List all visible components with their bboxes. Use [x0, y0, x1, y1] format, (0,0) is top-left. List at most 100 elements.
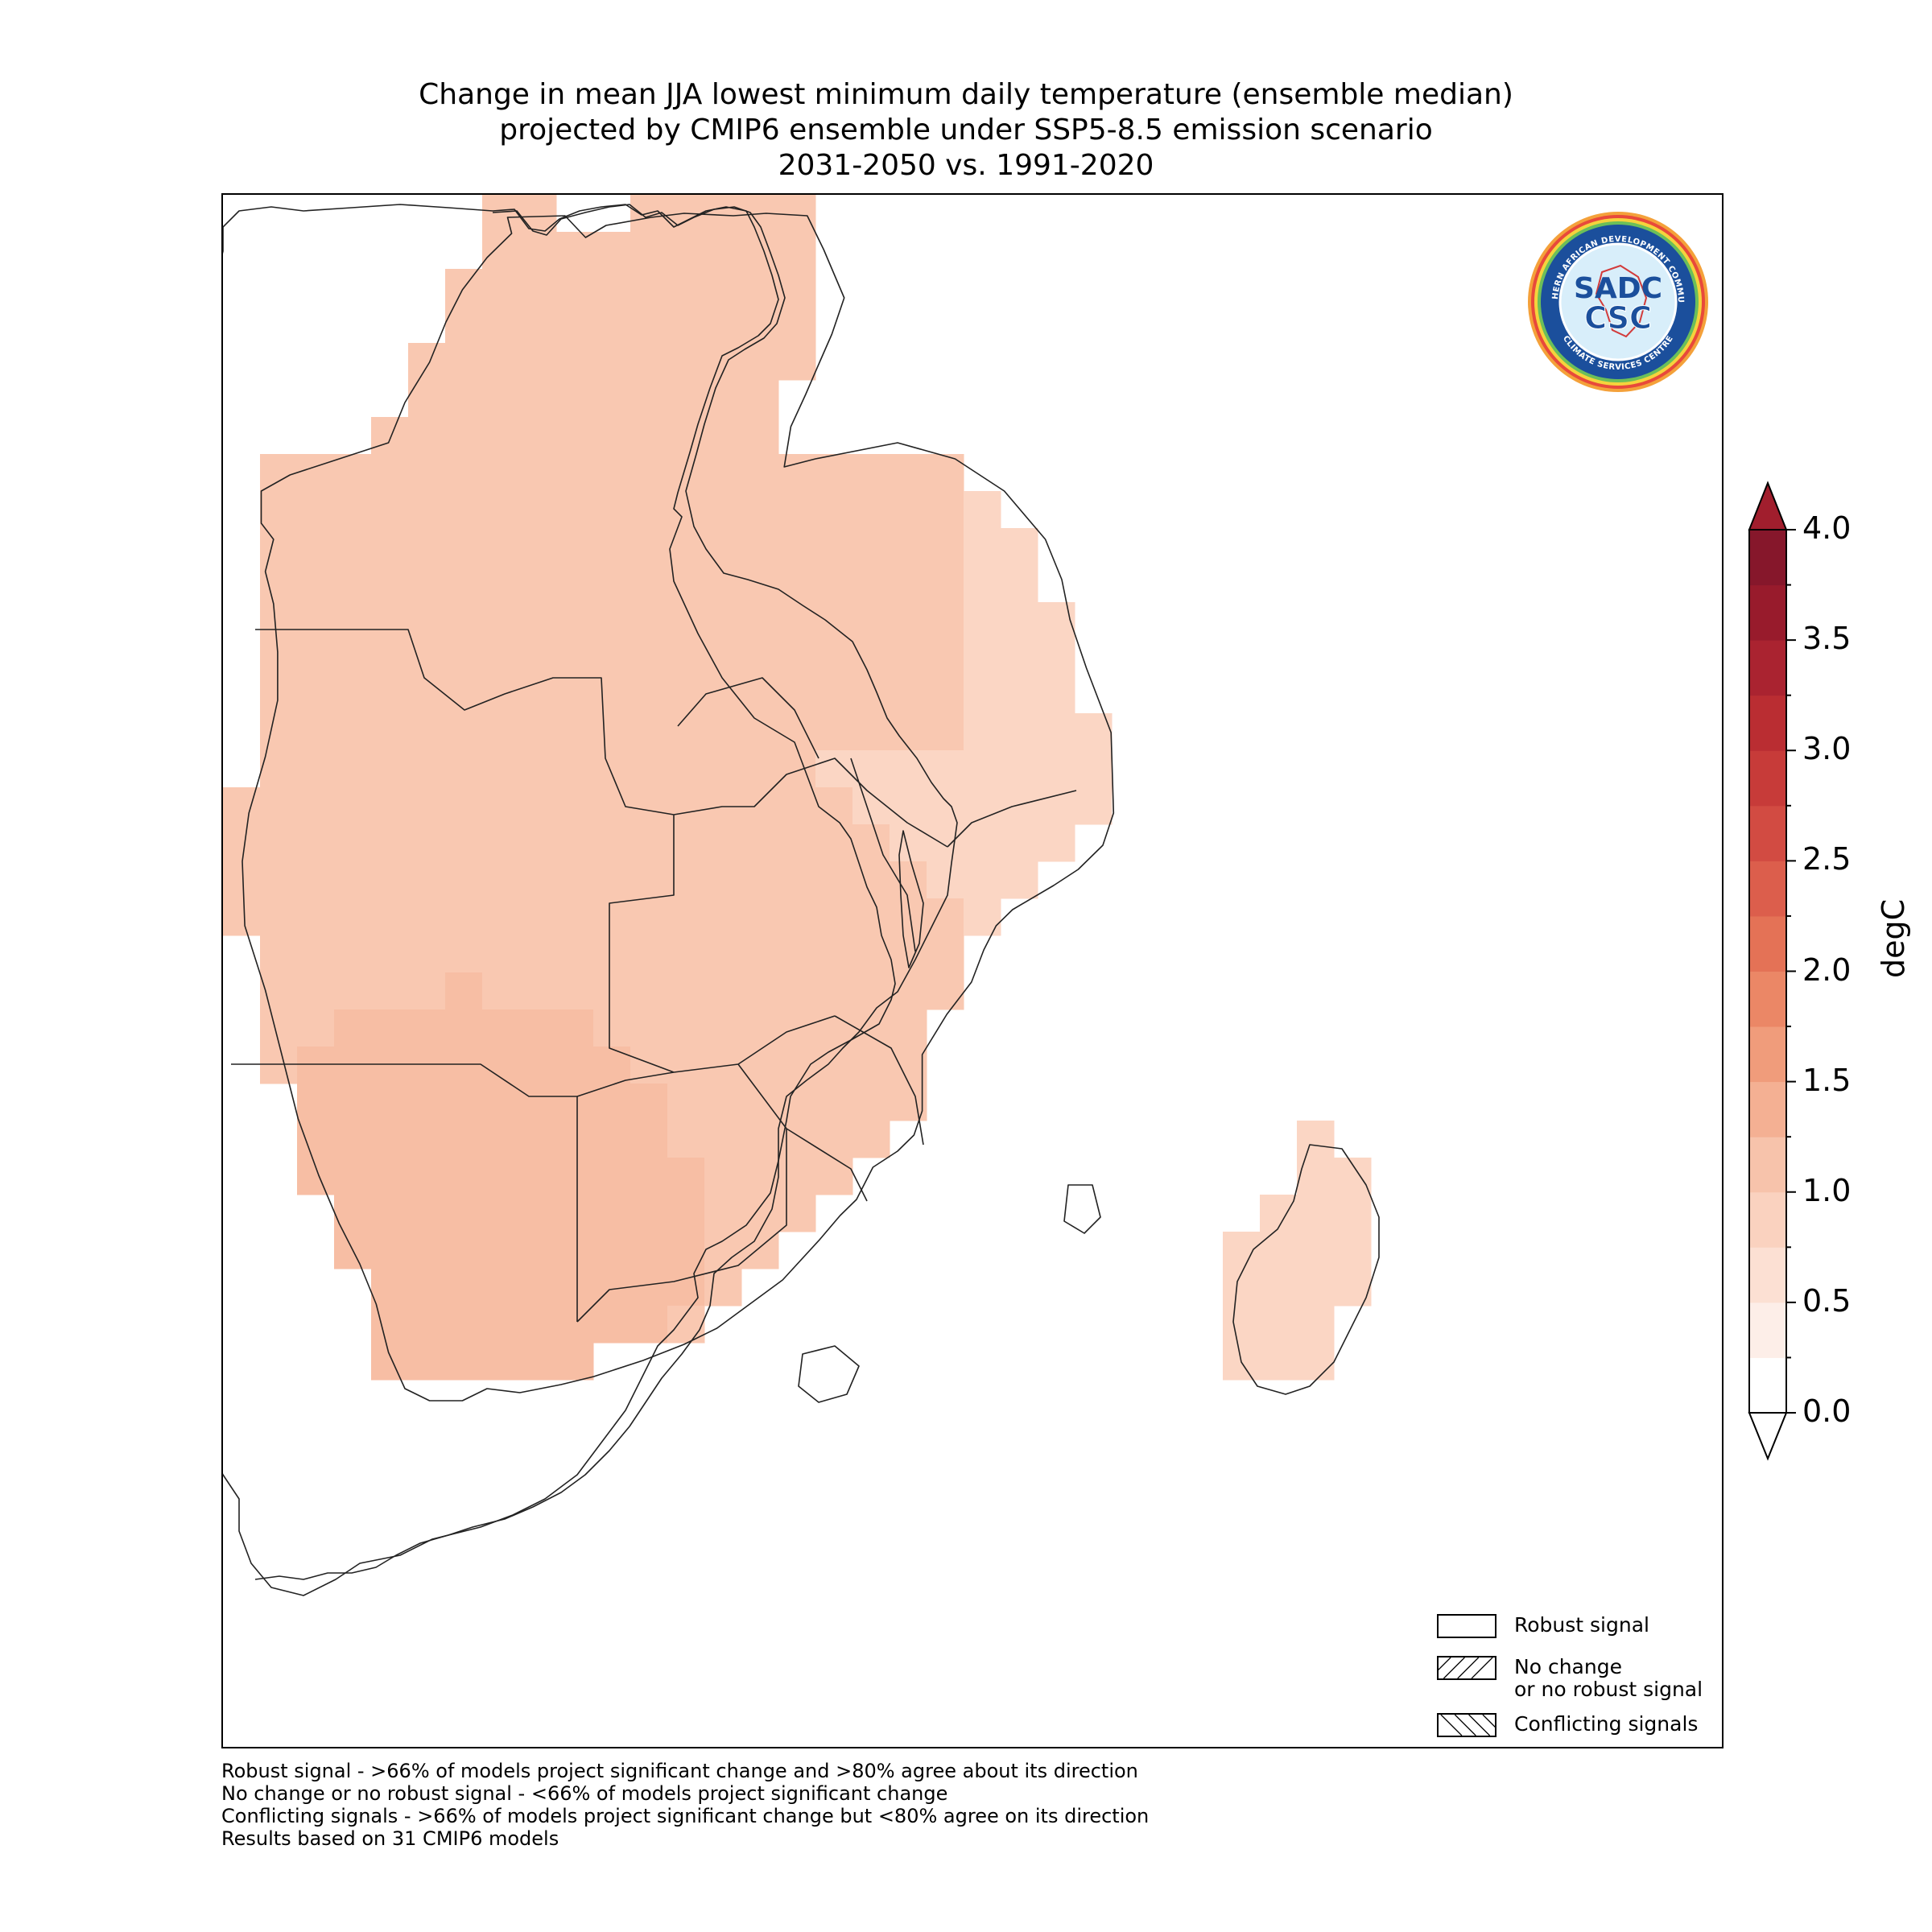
grid-cell: [667, 380, 705, 418]
grid-cell: [593, 417, 631, 455]
grid-cell: [556, 343, 594, 381]
grid-cell: [778, 750, 816, 788]
grid-cell: [260, 1046, 298, 1084]
grid-cell: [482, 824, 520, 862]
grid-cell: [445, 935, 483, 973]
grid-cell: [445, 602, 483, 640]
grid-cell: [667, 269, 705, 307]
coastline-main: [254, 204, 958, 1580]
grid-cell: [1334, 1158, 1372, 1195]
grid-cell: [852, 639, 890, 677]
grid-cell: [630, 824, 668, 862]
grid-cell: [704, 972, 742, 1010]
grid-cell: [704, 380, 742, 418]
colorbar-segment: [1749, 750, 1786, 807]
grid-cell: [667, 1195, 705, 1232]
grid-cell: [704, 861, 742, 899]
grid-cell: [408, 602, 446, 640]
grid-cell: [741, 972, 779, 1010]
grid-cell: [593, 380, 631, 418]
grid-cell: [260, 491, 298, 529]
grid-cell: [519, 417, 557, 455]
grid-cell: [704, 1121, 742, 1158]
grid-cell: [445, 861, 483, 899]
grid-cell: [852, 602, 890, 640]
grid-cell: [927, 861, 964, 899]
grid-cell: [1038, 787, 1075, 825]
grid-cell: [556, 1269, 594, 1307]
grid-cell: [519, 343, 557, 381]
legend-conflicting: Conflicting signals: [1437, 1713, 1698, 1737]
grid-cell: [408, 417, 446, 455]
colorbar-segment: [1749, 1247, 1786, 1303]
grid-cell: [408, 380, 446, 418]
grid-cell: [815, 528, 853, 566]
grid-cell: [630, 972, 668, 1010]
grid-cell: [334, 1158, 372, 1195]
grid-cell: [445, 565, 483, 603]
grid-cell: [593, 1009, 631, 1047]
grid-cell: [482, 750, 520, 788]
grid-cell: [445, 639, 483, 677]
grid-cell: [297, 528, 335, 566]
grid-cell: [741, 1084, 779, 1121]
grid-cell: [778, 713, 816, 751]
grid-cell: [1001, 787, 1038, 825]
grid-cell: [260, 750, 298, 788]
grid-cell: [593, 1232, 631, 1269]
grid-cell: [519, 824, 557, 862]
grid-cell: [556, 269, 594, 307]
grid-cell: [519, 1158, 557, 1195]
grid-cell: [519, 602, 557, 640]
grid-cell: [297, 676, 335, 714]
colorbar-segment: [1749, 971, 1786, 1027]
grid-cell: [1001, 713, 1038, 751]
grid-cell: [593, 306, 631, 344]
grid-cell: [482, 565, 520, 603]
grid-cell: [371, 787, 409, 825]
grid-cell: [482, 380, 520, 418]
grid-cell: [408, 1232, 446, 1269]
grid-cell: [927, 454, 964, 492]
grid-cell: [482, 454, 520, 492]
grid-cell: [482, 898, 520, 936]
grid-cell: [445, 491, 483, 529]
grid-cell: [334, 972, 372, 1010]
grid-cell: [1297, 1158, 1335, 1195]
grid-cell: [927, 676, 964, 714]
grid-cell: [334, 602, 372, 640]
grid-cell: [408, 750, 446, 788]
grid-cell: [815, 713, 853, 751]
grid-cell: [667, 750, 705, 788]
grid-cell: [815, 750, 853, 788]
grid-cell: [519, 861, 557, 899]
grid-cell: [741, 380, 779, 418]
grid-cell: [852, 1084, 890, 1121]
grid-cell: [927, 972, 964, 1010]
grid-cell: [964, 528, 1001, 566]
grid-cell: [704, 824, 742, 862]
grid-cell: [445, 824, 483, 862]
grid-cell: [704, 1158, 742, 1195]
grid-cell: [408, 1084, 446, 1121]
grid-cell: [815, 676, 853, 714]
grid-cell: [704, 935, 742, 973]
colorbar-segment: [1749, 861, 1786, 917]
grid-cell: [297, 1158, 335, 1195]
grid-cell: [223, 898, 261, 936]
grid-cell: [297, 898, 335, 936]
logo-mark-bottom: CSC: [1584, 300, 1652, 336]
grid-cell: [704, 195, 742, 233]
colorbar-segment: [1749, 695, 1786, 751]
grid-cell: [704, 528, 742, 566]
grid-cell: [778, 787, 816, 825]
grid-cell: [556, 417, 594, 455]
grid-cell: [704, 232, 742, 270]
grid-cell: [445, 750, 483, 788]
grid-cell: [556, 898, 594, 936]
grid-cell: [482, 1121, 520, 1158]
grid-cell: [556, 602, 594, 640]
grid-cell: [927, 565, 964, 603]
grid-cell: [964, 565, 1001, 603]
grid-cell: [778, 861, 816, 899]
